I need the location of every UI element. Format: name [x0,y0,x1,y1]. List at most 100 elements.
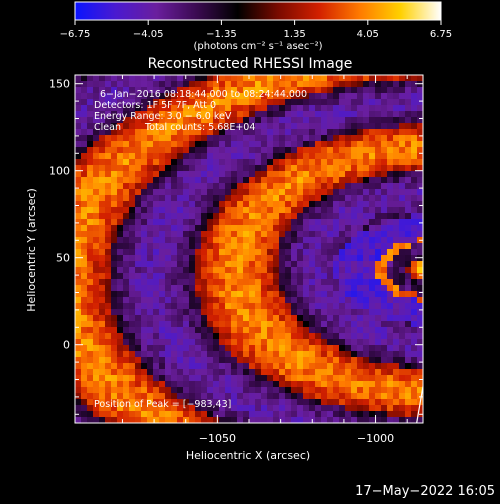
heatmap-cell [345,363,352,370]
heatmap-cell [225,207,232,214]
heatmap-cell [177,369,184,376]
heatmap-cell [243,183,250,190]
heatmap-cell [291,267,298,274]
heatmap-cell [297,213,304,220]
heatmap-cell [249,135,256,142]
heatmap-cell [177,273,184,280]
heatmap-cell [267,255,274,262]
heatmap-cell [267,393,274,400]
heatmap-cell [111,195,118,202]
heatmap-cell [225,375,232,382]
heatmap-cell [387,267,394,274]
heatmap-cell [345,249,352,256]
heatmap-cell [285,309,292,316]
heatmap-cell [285,195,292,202]
heatmap-cell [93,141,100,148]
heatmap-cell [315,213,322,220]
heatmap-cell [165,411,172,418]
heatmap-cell [297,129,304,136]
heatmap-cell [321,243,328,250]
heatmap-cell [225,165,232,172]
heatmap-cell [267,225,274,232]
heatmap-cell [123,291,130,298]
heatmap-cell [81,255,88,262]
heatmap-cell [237,159,244,166]
heatmap-cell [273,243,280,250]
heatmap-cell [81,327,88,334]
heatmap-cell [255,339,262,346]
heatmap-cell [81,261,88,268]
heatmap-cell [105,357,112,364]
heatmap-cell [297,321,304,328]
heatmap-cell [129,417,136,423]
heatmap-cell [351,285,358,292]
heatmap-cell [309,219,316,226]
heatmap-cell [339,213,346,220]
heatmap-cell [417,267,423,274]
heatmap-cell [351,147,358,154]
heatmap-cell [387,135,394,142]
heatmap-cell [381,105,388,112]
heatmap-cell [303,219,310,226]
heatmap-cell [399,243,406,250]
heatmap-cell [189,345,196,352]
heatmap-cell [339,99,346,106]
heatmap-cell [267,333,274,340]
heatmap-cell [105,339,112,346]
heatmap-cell [273,297,280,304]
heatmap-cell [315,75,322,82]
heatmap-cell [183,273,190,280]
heatmap-cell [285,231,292,238]
heatmap-cell [267,177,274,184]
heatmap-cell [315,171,322,178]
heatmap-cell [177,357,184,364]
annotation-energy-range: Energy Range: 3.0 − 6.0 keV [94,111,232,122]
heatmap-cell [147,375,154,382]
heatmap-cell [399,297,406,304]
heatmap-cell [309,249,316,256]
heatmap-cell [297,111,304,118]
footer-timestamp: 17−May−2022 16:05 [355,484,495,499]
heatmap-cell [141,189,148,196]
heatmap-cell [141,135,148,142]
heatmap-cell [243,417,250,423]
heatmap-cell [129,255,136,262]
heatmap-cell [117,129,124,136]
heatmap-cell [297,255,304,262]
heatmap-cell [333,285,340,292]
heatmap-cell [411,129,418,136]
heatmap-cell [189,189,196,196]
heatmap-cell [123,99,130,106]
heatmap-cell [327,141,334,148]
heatmap-cell [99,183,106,190]
heatmap-cell [135,165,142,172]
heatmap-cell [105,99,112,106]
heatmap-cell [279,195,286,202]
heatmap-cell [405,183,412,190]
heatmap-cell [93,339,100,346]
heatmap-cell [411,381,418,388]
heatmap-cell [369,411,376,418]
heatmap-cell [327,261,334,268]
heatmap-cell [411,255,418,262]
heatmap-cell [345,279,352,286]
heatmap-cell [117,417,124,423]
heatmap-cell [111,333,118,340]
heatmap-cell [333,339,340,346]
heatmap-cell [285,261,292,268]
heatmap-cell [399,363,406,370]
heatmap-cell [249,381,256,388]
heatmap-cell [99,225,106,232]
heatmap-cell [279,117,286,124]
heatmap-cell [381,207,388,214]
heatmap-cell [75,201,82,208]
heatmap-cell [75,321,82,328]
heatmap-cell [129,81,136,88]
heatmap-cell [357,297,364,304]
heatmap-cell [165,189,172,196]
heatmap-cell [129,213,136,220]
heatmap-cell [189,309,196,316]
heatmap-cell [141,87,148,94]
heatmap-cell [243,207,250,214]
heatmap-cell [381,213,388,220]
